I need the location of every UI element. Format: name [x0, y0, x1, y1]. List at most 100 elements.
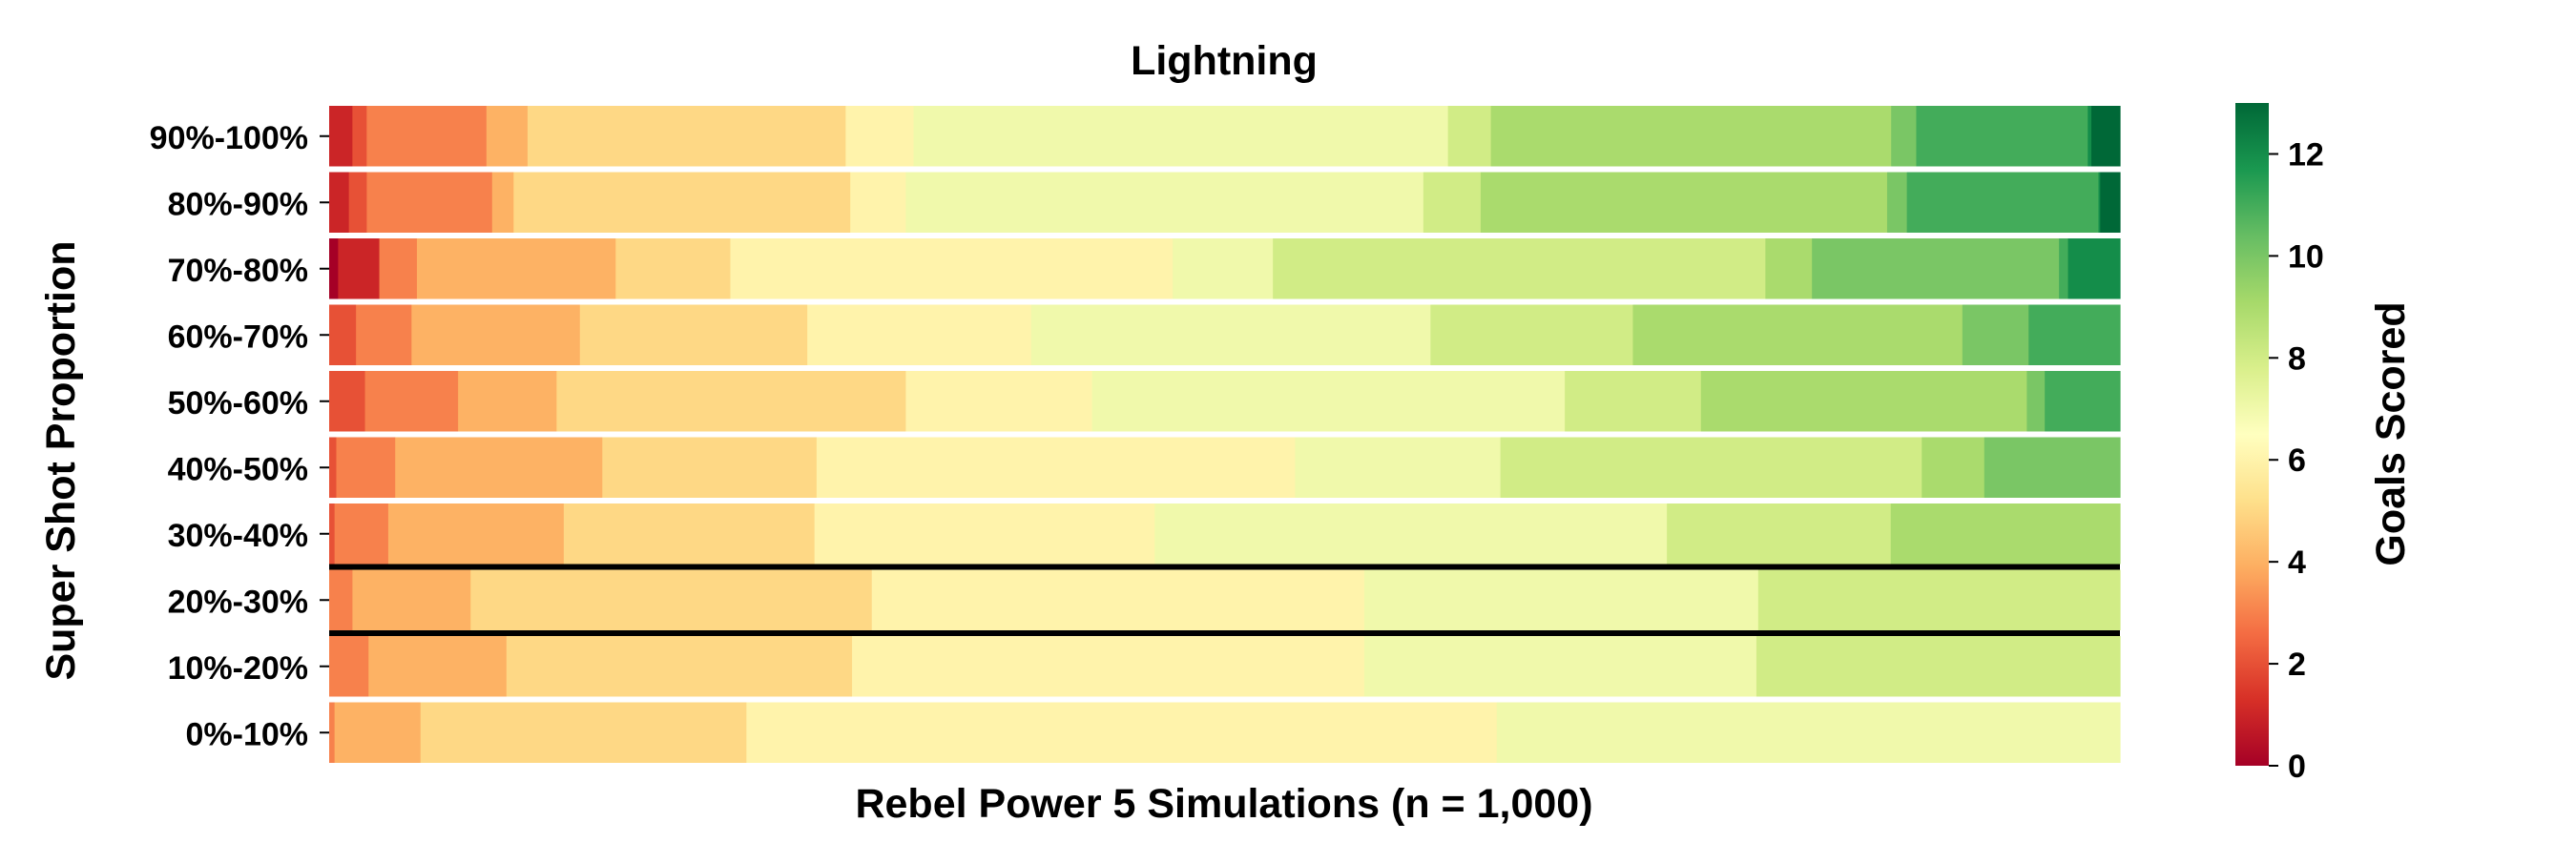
heatmap-cell	[905, 172, 1424, 233]
colorbar-label: Goals Scored	[2368, 301, 2414, 565]
colorbar	[2235, 103, 2269, 766]
heatmap-cell	[2088, 106, 2092, 167]
y-axis-label: Super Shot Proportion	[38, 240, 84, 680]
heatmap-cell	[1423, 172, 1482, 233]
heatmap-cell	[816, 437, 1297, 498]
heatmap-cell	[1500, 437, 1922, 498]
heatmap-cell	[366, 172, 493, 233]
heatmap-cell	[563, 503, 816, 565]
heatmap-cell	[1962, 304, 2029, 365]
heatmap-cell	[329, 437, 338, 498]
heatmap-cell	[1447, 106, 1492, 167]
heatmap-cell	[470, 569, 873, 630]
y-tick-label: 20%-30%	[168, 584, 308, 620]
heatmap-cell	[329, 702, 336, 763]
heatmap-cell	[1363, 569, 1759, 630]
y-tick-label: 70%-80%	[168, 253, 308, 289]
heatmap-cell	[420, 702, 747, 763]
heatmap-cell	[366, 106, 488, 167]
heatmap-cell	[2067, 238, 2121, 299]
heatmap-cell	[2100, 172, 2121, 233]
y-tick-label: 10%-20%	[168, 650, 308, 687]
heatmap-cell	[329, 503, 336, 565]
colorbar-tick-label: 6	[2288, 442, 2306, 479]
heatmap-cell	[513, 172, 851, 233]
heatmap-row	[329, 371, 2121, 432]
heatmap-cell	[334, 503, 389, 565]
heatmap-cell	[1906, 172, 2100, 233]
heatmap-cell	[2098, 172, 2101, 233]
heatmap-cell	[615, 238, 732, 299]
y-tick-label: 50%-60%	[168, 385, 308, 421]
heatmap-cell	[491, 172, 514, 233]
heatmap-cell	[845, 106, 915, 167]
chart-title: Lightning	[1131, 38, 1318, 84]
heatmap-cell	[411, 304, 581, 365]
heatmap-cell	[329, 636, 369, 697]
heatmap-row	[329, 503, 2121, 565]
heatmap-cell	[556, 371, 906, 432]
heatmap-cell	[852, 636, 1365, 697]
heatmap-cell	[1091, 371, 1566, 432]
heatmap-cell	[329, 569, 353, 630]
heatmap-cell	[814, 503, 1155, 565]
heatmap-row	[329, 238, 2121, 299]
heatmap-row	[329, 172, 2121, 233]
heatmap-cell	[913, 106, 1449, 167]
heatmap-cell	[1030, 304, 1431, 365]
heatmap-cell	[1812, 238, 2060, 299]
separator-lines	[329, 564, 2120, 636]
heatmap-cell	[1295, 437, 1502, 498]
y-tick-label: 90%-100%	[150, 120, 308, 156]
heatmap-rows	[329, 106, 2121, 763]
heatmap-cell	[1480, 172, 1888, 233]
heatmap-cell	[1490, 106, 1892, 167]
heatmap-cell	[1922, 437, 1985, 498]
heatmap-row	[329, 702, 2121, 763]
heatmap-cell	[1273, 238, 1766, 299]
x-axis-label: Rebel Power 5 Simulations (n = 1,000)	[855, 781, 1592, 827]
heatmap-cell	[1755, 636, 2121, 697]
heatmap-cell	[1496, 702, 2121, 763]
heatmap-cell	[579, 304, 808, 365]
colorbar-ticks: 0 2 4 6 8 10 12	[2269, 136, 2324, 785]
heatmap-cell	[1667, 503, 1892, 565]
heatmap-cell	[334, 702, 422, 763]
heatmap-cell	[1891, 106, 1918, 167]
heatmap-cell	[329, 304, 357, 365]
y-tick-label: 0%-10%	[185, 716, 308, 752]
heatmap-cell	[338, 238, 381, 299]
heatmap-cell	[506, 636, 853, 697]
heatmap-cell	[2091, 106, 2121, 167]
heatmap-row	[329, 304, 2121, 365]
heatmap-cell	[2028, 304, 2121, 365]
heatmap-cell	[1154, 503, 1668, 565]
heatmap-cell	[336, 437, 396, 498]
y-tick-label: 40%-50%	[168, 451, 308, 487]
heatmap-cell	[1700, 371, 2027, 432]
colorbar-tick-label: 12	[2288, 136, 2324, 173]
y-tick-label: 60%-70%	[168, 318, 308, 355]
heatmap-cell	[730, 238, 1174, 299]
heatmap-cell	[352, 106, 367, 167]
heatmap-cell	[1363, 636, 1757, 697]
heatmap-cell	[379, 238, 418, 299]
heatmap-cell	[368, 636, 508, 697]
heatmap-cell	[1757, 569, 2121, 630]
heatmap-cell	[1886, 172, 1908, 233]
heatmap-cell	[2026, 371, 2046, 432]
heatmap-row	[329, 437, 2121, 498]
heatmap-cell	[905, 371, 1093, 432]
heatmap-cell	[329, 106, 353, 167]
heatmap-cell	[356, 304, 412, 365]
heatmap-cell	[1890, 503, 2121, 565]
heatmap-cell	[1632, 304, 1963, 365]
heatmap-cell	[850, 172, 906, 233]
colorbar-tick-label: 2	[2288, 647, 2306, 683]
heatmap-row	[329, 569, 2121, 630]
y-tick-label: 30%-40%	[168, 518, 308, 554]
heatmap-cell	[458, 371, 557, 432]
heatmap-cell	[348, 172, 368, 233]
